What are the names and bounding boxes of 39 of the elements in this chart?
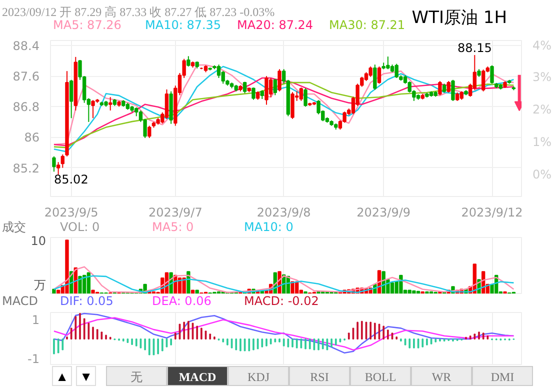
- y-tick-label: 1: [32, 312, 40, 327]
- y-tick-label: 87.6: [12, 70, 40, 84]
- text: BOLL: [350, 366, 411, 386]
- text: ▲: [52, 366, 72, 386]
- text: MACD: [167, 366, 228, 386]
- text: 无: [106, 366, 167, 386]
- annotation: 88.15: [457, 41, 492, 56]
- text: MA30: 87.21: [329, 18, 406, 32]
- text: MA5: 87.26: [53, 18, 122, 32]
- text: MACD: -0.02: [244, 294, 319, 308]
- annotation: 85.02: [54, 172, 88, 187]
- y-tick-label: 88.4: [12, 38, 40, 53]
- text: WR: [411, 366, 472, 386]
- text: 万: [34, 278, 46, 292]
- chart-title: WTI原油 1H: [412, 7, 507, 30]
- series-label: DIF: 0.05: [60, 294, 114, 308]
- chart-subtitle: 2023/09/12 开 87.29 高 87.33 收 87.27 低 87.23 -0.03%: [2, 4, 275, 20]
- x-tick-label: 2023/9/12: [461, 206, 523, 220]
- series-label: DEA: 0.06: [152, 294, 212, 308]
- series-label: VOL: 0: [60, 220, 100, 234]
- text: MA20: 87.24: [237, 18, 314, 32]
- text: 10: [30, 234, 46, 248]
- x-tick-label: 2023/9/7: [148, 206, 202, 220]
- y-tick-label: 86: [24, 130, 40, 145]
- y-tick-label: 85.2: [12, 161, 40, 176]
- y-axis-title: 成交: [2, 220, 26, 234]
- text: RSI: [289, 366, 350, 386]
- text: ▼: [76, 366, 96, 386]
- text: MA5: 0: [152, 220, 194, 234]
- text: DMI: [472, 366, 533, 386]
- y-tick-label: -1: [28, 352, 40, 366]
- y-axis-title: MACD: [2, 294, 38, 308]
- text: MA10: 0: [244, 220, 294, 234]
- text: MA10: 87.35: [145, 18, 222, 32]
- x-tick-label: 2023/9/5: [44, 206, 98, 220]
- x-tick-label: 2023/9/8: [256, 206, 311, 220]
- text: KDJ: [228, 366, 289, 386]
- x-tick-label: 2023/9/9: [356, 206, 411, 220]
- y-tick-label: 86.8: [12, 100, 40, 114]
